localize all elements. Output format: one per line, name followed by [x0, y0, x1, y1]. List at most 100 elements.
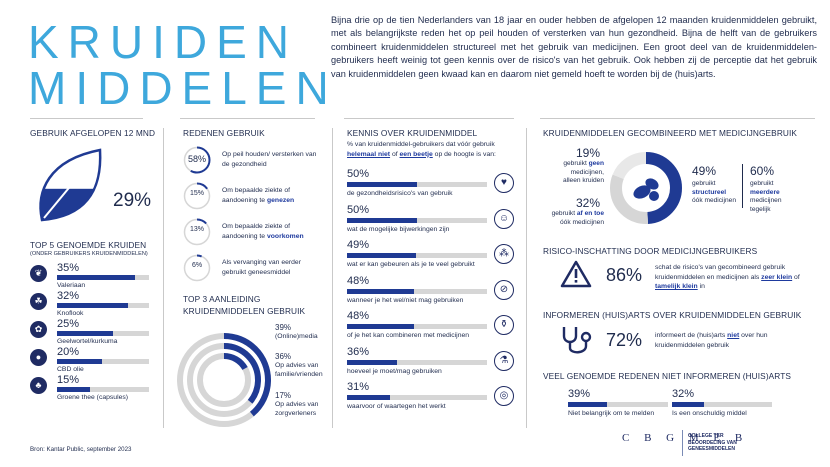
reason-pct: 58%	[187, 154, 206, 164]
top5-pct: 35%	[57, 262, 80, 274]
reason-label-pre: Om bepaalde ziekte of aandoening te	[222, 187, 291, 204]
reason-pct: 6%	[191, 262, 203, 269]
reason-pct: 13%	[189, 226, 204, 233]
top3-ring-arc	[177, 333, 271, 427]
pill-bottle-icon: ⚱	[494, 315, 514, 335]
notinform-bar-fill	[672, 402, 704, 407]
knowledge-pct: 36%	[347, 345, 370, 358]
separator	[344, 118, 514, 119]
combined-c-pre: gebruikt	[692, 180, 716, 187]
knowledge-bar	[347, 288, 487, 294]
knowledge-pct: 50%	[347, 168, 370, 180]
pills-icon	[633, 178, 659, 201]
logo-text-1: COLLEGE TER	[688, 433, 724, 439]
combined-c-post: óók medicijnen	[692, 197, 736, 204]
combined-c-label: gebruikt structureel óók medicijnen	[692, 180, 738, 206]
reason-ring-arc	[183, 254, 211, 282]
reason-ring-arc	[183, 218, 211, 246]
top5-pct: 32%	[57, 290, 80, 302]
top5-bar-fill	[57, 359, 102, 364]
combined-d-label: gebruikt meerdere medicijnen tegelijk	[750, 180, 798, 214]
tea-leaf-icon: ♣	[30, 377, 47, 394]
knowledge-bar-fill	[347, 359, 398, 365]
combined-b-label: gebruikt af en toe óók medicijnen	[540, 210, 604, 227]
knowledge-sub-pre: % van kruidenmiddel-gebruikers dat vóór …	[347, 141, 495, 148]
notinform-bar	[568, 402, 668, 407]
reason-label: Om bepaalde ziekte of aandoening te gene…	[222, 186, 320, 205]
knowledge-pct: 48%	[347, 310, 370, 322]
top5-bar	[57, 387, 149, 392]
combined-a-bold: geen	[588, 160, 604, 167]
combined-divider	[742, 164, 743, 208]
title-line-2: MIDDELEN	[28, 62, 338, 114]
reason-ring	[183, 254, 211, 282]
reason-ring-arc	[183, 182, 211, 210]
combined-b-bold: af en toe	[576, 210, 604, 217]
combined-d-pre: gebruikt	[750, 180, 774, 187]
oil-drop-icon: ●	[30, 349, 47, 366]
risk-u1: zeer klein	[761, 273, 793, 281]
reason-ring-arc	[183, 146, 211, 174]
reason-pct: 15%	[189, 190, 204, 197]
notinform-heading: VEEL GENOEMDE REDENEN NIET INFORMEREN (H…	[543, 371, 792, 381]
separator	[30, 118, 143, 119]
top3-pct: 17%	[275, 391, 292, 400]
knowledge-bar-fill	[347, 395, 391, 400]
knowledge-bar	[347, 395, 487, 400]
knowledge-bar	[347, 217, 487, 223]
knowledge-label: waarvoor of waartegen het werkt	[347, 403, 446, 410]
combined-b-pct: 32%	[576, 196, 601, 210]
knowledge-label: wanneer je het wel/niet mag gebruiken	[347, 296, 464, 304]
notinform-bar-fill	[568, 402, 607, 407]
combined-a-post: medicijnen, alleen kruiden	[562, 168, 604, 185]
top5-heading: TOP 5 GENOEMDE KRUIDEN	[30, 240, 147, 250]
knowledge-pct: 48%	[347, 274, 370, 287]
top3-ring-chart	[177, 333, 271, 427]
risk-pre: schat de risico's van gecombineerd gebru…	[655, 264, 786, 281]
risk-heading: RISICO-INSCHATTING DOOR MEDICIJNGEBRUIKE…	[543, 246, 758, 256]
risk-u2: tamelijk klein	[655, 283, 698, 290]
knowledge-label: hoeveel je moet/mag gebruiken	[347, 367, 442, 375]
knowledge-label: de gezondheidsrisico's van gebruik	[347, 190, 453, 197]
top3-label: (Online)media	[275, 333, 318, 340]
top5-label: Groene thee (capsules)	[57, 394, 129, 401]
root-icon: ✿	[30, 321, 47, 338]
separator	[180, 118, 315, 119]
knowledge-sub-post: op de hoogte is van:	[432, 150, 496, 158]
intro-text: Bijna drie op de tien Nederlanders van 1…	[331, 15, 817, 79]
logo-divider	[682, 430, 683, 456]
reason-label: Op peil houden/ versterken van de gezond…	[222, 150, 320, 169]
knowledge-bar-fill	[347, 182, 417, 187]
no-pill-icon: ⊘	[494, 279, 514, 300]
head-icon: ☺	[494, 208, 514, 229]
reason-ring	[183, 218, 211, 246]
risk-pct: 86%	[606, 265, 643, 285]
notinform-label: Niet belangrijk om te melden	[568, 410, 655, 417]
top3-label: Op advies van zorgverleners	[275, 401, 319, 417]
knowledge-bar-fill	[347, 324, 415, 329]
top5-bar	[57, 303, 149, 308]
combined-d-post: medicijnen tegelijk	[750, 197, 782, 213]
top5-bar-fill	[57, 303, 129, 308]
cbg-meb-logo: C B G M E B	[622, 432, 749, 444]
knowledge-heading: KENNIS OVER KRUIDENMIDDEL	[347, 128, 478, 138]
top3-label: Op advies van familie/vrienden	[275, 362, 323, 378]
risk-text: schat de risico's van gecombineerd gebru…	[655, 263, 815, 292]
top5-label: Valeriaan	[57, 282, 86, 289]
top3-ring-arc	[187, 343, 261, 417]
combined-c-pct: 49%	[692, 164, 717, 178]
column-divider	[163, 128, 164, 428]
separator	[540, 118, 815, 119]
usage-value: 29%	[113, 190, 152, 211]
top5-label: Geelwortel/kurkuma	[57, 338, 118, 345]
reason-ring	[183, 182, 211, 210]
top5-bar-fill	[57, 331, 113, 336]
knowledge-label: wat de mogelijke bijwerkingen zijn	[347, 225, 450, 233]
combined-a-label: gebruikt geen medicijnen, alleen kruiden	[556, 160, 604, 186]
top5-bar	[57, 331, 149, 336]
top5-bar-fill	[57, 387, 91, 392]
knowledge-sub-mid: of	[390, 150, 400, 158]
knowledge-pct: 49%	[347, 239, 370, 251]
risk-post: in	[697, 283, 705, 290]
combined-a-pre: gebruikt	[563, 160, 589, 167]
